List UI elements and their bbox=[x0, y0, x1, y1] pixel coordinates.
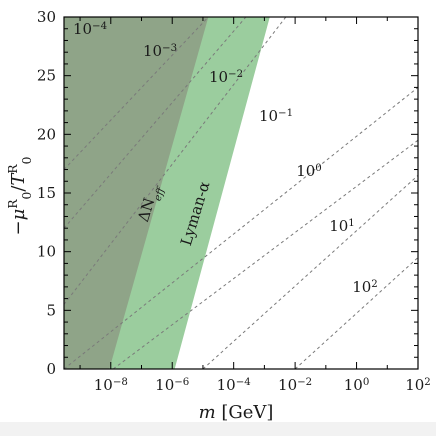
x-tick-label: 10−8 bbox=[94, 376, 128, 394]
axis-ticks: 10−8 10−6 10−4 10−2 100 102 0 5 10 15 20 25 30 bbox=[37, 8, 431, 394]
x-tick-label: 10−4 bbox=[217, 376, 251, 394]
delta-neff-label: ΔNeff bbox=[134, 181, 167, 225]
bottom-band bbox=[0, 422, 436, 436]
y-axis-label: −μR0/TR0 bbox=[6, 157, 34, 236]
y-tick-label: 0 bbox=[46, 360, 56, 378]
y-tick-label: 20 bbox=[37, 125, 56, 143]
x-tick-label: 100 bbox=[344, 376, 370, 394]
contour-line bbox=[64, 17, 287, 305]
x-tick-label: 102 bbox=[405, 376, 431, 394]
y-tick-label: 25 bbox=[37, 67, 56, 85]
x-axis-label: m [GeV] bbox=[199, 402, 274, 423]
contour-label: 100 bbox=[296, 162, 322, 180]
contour-label: 102 bbox=[352, 278, 378, 296]
contour-label: 10−4 bbox=[73, 20, 107, 38]
y-tick-label: 15 bbox=[37, 184, 56, 202]
delta-neff-region bbox=[64, 17, 209, 369]
contour-line bbox=[64, 17, 209, 170]
contour-line bbox=[64, 17, 247, 229]
x-tick-label: 10−6 bbox=[155, 376, 189, 394]
contour-label: 101 bbox=[329, 217, 355, 235]
x-tick-label: 10−2 bbox=[278, 376, 312, 394]
y-tick-label: 30 bbox=[37, 8, 56, 26]
contour-label: 10−3 bbox=[143, 42, 177, 60]
contour-label: 10−2 bbox=[209, 68, 243, 86]
y-tick-label: 5 bbox=[46, 301, 56, 319]
contour-lines bbox=[64, 17, 418, 369]
contour-label: 10−1 bbox=[259, 107, 293, 125]
contour-line bbox=[294, 257, 418, 369]
contour-line bbox=[202, 175, 418, 369]
y-tick-label: 10 bbox=[37, 243, 56, 261]
